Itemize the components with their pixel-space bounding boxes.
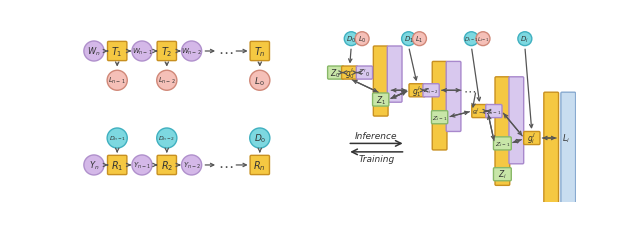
Text: $W_n$: $W_n$: [87, 46, 100, 58]
Text: $Z_{i-1}$: $Z_{i-1}$: [486, 107, 502, 116]
FancyBboxPatch shape: [108, 156, 127, 175]
FancyBboxPatch shape: [495, 77, 509, 185]
FancyBboxPatch shape: [250, 156, 269, 175]
FancyBboxPatch shape: [472, 105, 488, 118]
Text: $D_0$: $D_0$: [346, 35, 356, 44]
Text: $Y_{n-1}$: $Y_{n-1}$: [133, 160, 151, 170]
Text: $g_1^l$: $g_1^l$: [412, 84, 422, 98]
FancyBboxPatch shape: [493, 137, 511, 150]
FancyBboxPatch shape: [544, 93, 559, 219]
FancyBboxPatch shape: [356, 67, 372, 80]
Text: $\cdots$: $\cdots$: [218, 158, 234, 173]
Circle shape: [250, 128, 270, 148]
Circle shape: [84, 155, 104, 175]
Text: $T_1$: $T_1$: [111, 45, 123, 59]
Text: $L_i$: $L_i$: [562, 132, 570, 145]
Circle shape: [132, 155, 152, 175]
FancyBboxPatch shape: [423, 84, 439, 97]
FancyBboxPatch shape: [250, 42, 269, 61]
Circle shape: [250, 71, 270, 91]
Text: $g_i^l$: $g_i^l$: [527, 131, 536, 146]
Circle shape: [344, 33, 358, 46]
FancyBboxPatch shape: [157, 42, 177, 61]
Circle shape: [157, 128, 177, 148]
Text: $Y_n$: $Y_n$: [89, 159, 99, 171]
Text: $D_i$: $D_i$: [520, 35, 529, 44]
FancyBboxPatch shape: [409, 84, 425, 97]
FancyBboxPatch shape: [486, 105, 502, 118]
Text: $Z_1$: $Z_1$: [376, 94, 386, 106]
Circle shape: [107, 128, 127, 148]
FancyBboxPatch shape: [387, 47, 402, 103]
Circle shape: [465, 33, 478, 46]
Text: $L_1$: $L_1$: [415, 35, 424, 44]
Text: $g_0^l$: $g_0^l$: [345, 66, 355, 81]
Circle shape: [84, 42, 104, 62]
FancyBboxPatch shape: [561, 93, 575, 219]
Text: $R_2$: $R_2$: [161, 158, 173, 172]
Text: $T_n$: $T_n$: [254, 45, 266, 59]
Text: $Z_i$: $Z_i$: [498, 168, 507, 181]
Text: $T_2$: $T_2$: [161, 45, 173, 59]
Text: $Z_{i-1}$: $Z_{i-1}$: [495, 139, 510, 148]
Text: $Z_{i-1}$: $Z_{i-1}$: [432, 113, 447, 122]
Text: $g_{i-1}^l$: $g_{i-1}^l$: [472, 106, 488, 117]
Text: $Y_{n-2}$: $Y_{n-2}$: [182, 160, 200, 170]
FancyBboxPatch shape: [373, 47, 388, 116]
FancyBboxPatch shape: [509, 77, 524, 164]
Text: $D_{n-1}$: $D_{n-1}$: [109, 134, 126, 143]
Circle shape: [476, 33, 490, 46]
Circle shape: [402, 33, 415, 46]
FancyBboxPatch shape: [157, 156, 177, 175]
Text: $L_{n-1}$: $L_{n-1}$: [108, 76, 126, 86]
FancyBboxPatch shape: [524, 132, 540, 145]
Text: $R_1$: $R_1$: [111, 158, 124, 172]
Text: $\cdots$: $\cdots$: [463, 84, 476, 97]
FancyBboxPatch shape: [108, 42, 127, 61]
Text: $D_{n-2}$: $D_{n-2}$: [158, 134, 175, 143]
FancyBboxPatch shape: [432, 62, 447, 150]
Circle shape: [518, 33, 532, 46]
Text: Training: Training: [358, 155, 395, 163]
Text: $D_{i-1}$: $D_{i-1}$: [464, 35, 479, 44]
FancyBboxPatch shape: [372, 94, 389, 107]
Circle shape: [157, 71, 177, 91]
Circle shape: [132, 42, 152, 62]
Text: $L_{i-1}$: $L_{i-1}$: [477, 35, 490, 44]
Text: Inference: Inference: [355, 132, 397, 141]
Text: $Z_0$: $Z_0$: [330, 67, 341, 79]
Text: $R_n$: $R_n$: [253, 158, 266, 172]
Circle shape: [355, 33, 369, 46]
Text: $W_{n-1}$: $W_{n-1}$: [132, 47, 152, 57]
Circle shape: [107, 71, 127, 91]
Text: $D_0$: $D_0$: [253, 132, 266, 145]
Circle shape: [182, 155, 202, 175]
Text: $L_{n-2}$: $L_{n-2}$: [158, 76, 175, 86]
FancyBboxPatch shape: [446, 62, 461, 132]
Text: $W_{n-2}$: $W_{n-2}$: [181, 47, 202, 57]
Text: $L_0$: $L_0$: [358, 35, 367, 44]
FancyBboxPatch shape: [342, 67, 358, 80]
Text: $Z'_0$: $Z'_0$: [358, 68, 371, 79]
Circle shape: [412, 33, 426, 46]
Text: $L_0$: $L_0$: [255, 75, 265, 87]
Text: $D_1$: $D_1$: [404, 35, 413, 44]
FancyBboxPatch shape: [493, 168, 511, 181]
FancyBboxPatch shape: [431, 111, 448, 124]
FancyBboxPatch shape: [328, 67, 344, 80]
Text: $Z'_{i-2}$: $Z'_{i-2}$: [424, 86, 439, 95]
Text: $\cdots$: $\cdots$: [218, 44, 234, 59]
Circle shape: [182, 42, 202, 62]
